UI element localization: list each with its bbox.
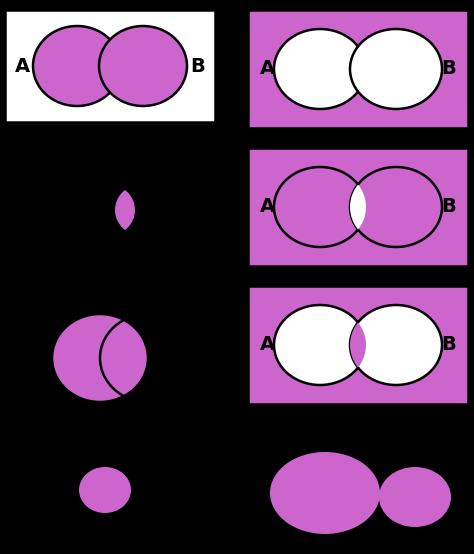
Ellipse shape (85, 185, 135, 235)
Text: A: A (260, 59, 275, 79)
Ellipse shape (350, 167, 442, 247)
Ellipse shape (274, 29, 366, 109)
Text: B: B (190, 57, 205, 75)
Bar (248, 286, 468, 404)
Ellipse shape (274, 167, 366, 247)
Text: B: B (441, 336, 456, 355)
Bar (248, 10, 468, 128)
Ellipse shape (274, 305, 366, 385)
Text: A: A (260, 197, 275, 217)
Bar (248, 148, 468, 266)
Ellipse shape (379, 467, 451, 527)
Bar (5, 10, 215, 122)
Text: A: A (260, 336, 275, 355)
Ellipse shape (350, 29, 442, 109)
Ellipse shape (274, 305, 366, 385)
Text: A: A (15, 57, 30, 75)
Text: B: B (441, 59, 456, 79)
Ellipse shape (99, 26, 187, 106)
Text: B: B (441, 197, 456, 217)
Ellipse shape (100, 314, 196, 402)
Ellipse shape (79, 467, 131, 513)
Ellipse shape (52, 314, 148, 402)
Ellipse shape (52, 314, 148, 402)
Ellipse shape (274, 167, 366, 247)
Ellipse shape (33, 26, 121, 106)
Ellipse shape (270, 452, 380, 534)
Ellipse shape (350, 305, 442, 385)
